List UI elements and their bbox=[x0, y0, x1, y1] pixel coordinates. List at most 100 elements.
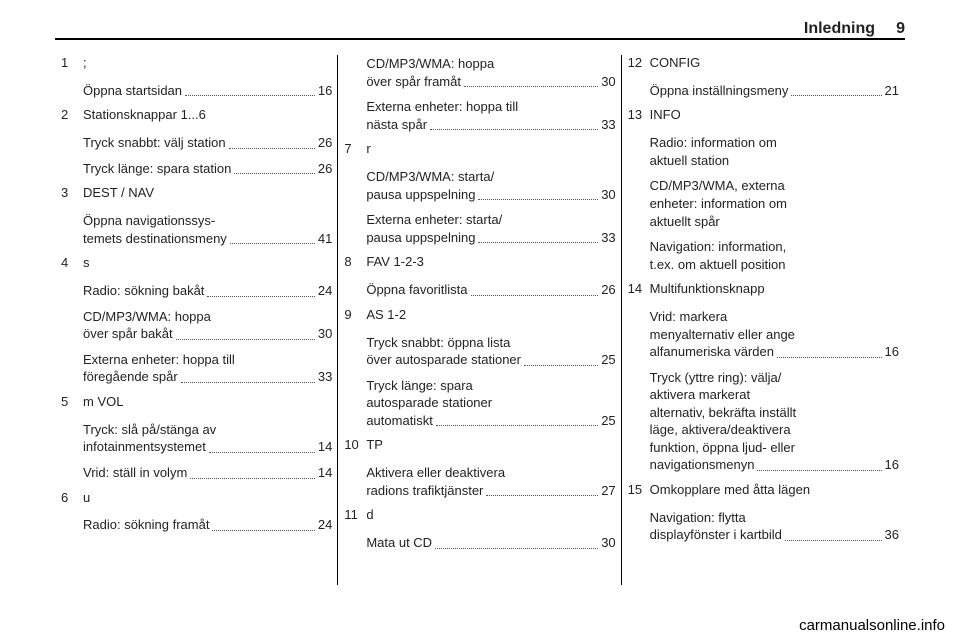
sub-text-line-with-page: över spår framåt30 bbox=[366, 73, 615, 91]
column: CD/MP3/WMA: hoppaöver spår framåt30 Exter… bbox=[338, 55, 621, 585]
entry-number: 4 bbox=[61, 255, 83, 270]
sub-page-ref: 26 bbox=[318, 134, 332, 152]
leader-dots bbox=[230, 243, 315, 244]
sub-entry: CD/MP3/WMA: hoppaöver spår bakåt30 bbox=[83, 308, 332, 343]
index-entry: 8FAV 1-2-3 bbox=[344, 254, 615, 275]
entry-body: d bbox=[366, 507, 615, 528]
index-entry: 10TP bbox=[344, 437, 615, 458]
sub-page-ref: 14 bbox=[318, 438, 332, 456]
sub-entry: Tryck: slå på/stänga avinfotainmentsyste… bbox=[83, 421, 332, 456]
footer-watermark: carmanualsonline.info bbox=[799, 617, 945, 634]
sub-text: alfanumeriska värden bbox=[650, 343, 774, 361]
leader-dots bbox=[176, 339, 315, 340]
sub-entry: Öppna inställningsmeny21 bbox=[650, 82, 899, 100]
entry-label: d bbox=[366, 507, 615, 524]
sub-entry: Radio: sökning bakåt 24 bbox=[83, 282, 332, 300]
content-columns: 1;Öppna startsidan162Stationsknappar 1..… bbox=[55, 55, 905, 585]
entry-number: 6 bbox=[61, 490, 83, 505]
sub-text: Tryck snabbt: välj station bbox=[83, 134, 226, 152]
sub-text-line-with-page: Öppna inställningsmeny21 bbox=[650, 82, 899, 100]
sub-entry: Öppna startsidan16 bbox=[83, 82, 332, 100]
sub-entry: Externa enheter: hoppa tillnästa spår33 bbox=[366, 98, 615, 133]
leader-dots bbox=[777, 357, 882, 358]
sub-text: automatiskt bbox=[366, 412, 432, 430]
leader-dots bbox=[181, 382, 315, 383]
entry-number: 11 bbox=[344, 507, 366, 522]
sub-page-ref: 30 bbox=[601, 73, 615, 91]
leader-dots bbox=[430, 129, 598, 130]
sub-text-line-with-page: Radio: sökning framåt24 bbox=[83, 516, 332, 534]
sub-page-ref: 30 bbox=[601, 534, 615, 552]
sub-entry: Externa enheter: hoppa tillföregående sp… bbox=[83, 351, 332, 386]
sub-text-line-with-page: automatiskt 25 bbox=[366, 412, 615, 430]
leader-dots bbox=[209, 452, 315, 453]
entry-body: INFO bbox=[650, 107, 899, 128]
entry-number: 10 bbox=[344, 437, 366, 452]
index-entry: 13INFO bbox=[628, 107, 899, 128]
sub-text: över autosparade stationer bbox=[366, 351, 521, 369]
sub-page-ref: 16 bbox=[885, 343, 899, 361]
sub-text-line-with-page: infotainmentsystemet 14 bbox=[83, 438, 332, 456]
leader-dots bbox=[229, 148, 315, 149]
entry-number: 8 bbox=[344, 254, 366, 269]
entry-label: u bbox=[83, 490, 332, 507]
sub-entry: Mata ut CD 30 bbox=[366, 534, 615, 552]
sub-text: Tryck länge: spara station bbox=[83, 160, 231, 178]
entry-label: CONFIG bbox=[650, 55, 899, 72]
sub-text-line-with-page: nästa spår33 bbox=[366, 116, 615, 134]
sub-text-line: CD/MP3/WMA: hoppa bbox=[83, 308, 332, 326]
sub-text: Mata ut CD bbox=[366, 534, 432, 552]
sub-page-ref: 30 bbox=[318, 325, 332, 343]
sub-page-ref: 24 bbox=[318, 282, 332, 300]
leader-dots bbox=[435, 548, 598, 549]
sub-text: displayfönster i kartbild bbox=[650, 526, 782, 544]
sub-entry: Navigation: information,t.ex. om aktuell… bbox=[650, 238, 899, 273]
leader-dots bbox=[234, 173, 314, 174]
sub-page-ref: 25 bbox=[601, 412, 615, 430]
sub-entry: Tryck snabbt: välj station 26 bbox=[83, 134, 332, 152]
sub-entry: Aktivera eller deaktiveraradions trafikt… bbox=[366, 464, 615, 499]
entry-number: 13 bbox=[628, 107, 650, 122]
entry-label: TP bbox=[366, 437, 615, 454]
sub-text: nästa spår bbox=[366, 116, 427, 134]
sub-text-line: Vrid: markera bbox=[650, 308, 899, 326]
sub-text-line-with-page: Mata ut CD 30 bbox=[366, 534, 615, 552]
sub-text-line: Aktivera eller deaktivera bbox=[366, 464, 615, 482]
sub-entry: Radio: information omaktuell station bbox=[650, 134, 899, 169]
sub-text-line: menyalternativ eller ange bbox=[650, 326, 899, 344]
sub-page-ref: 14 bbox=[318, 464, 332, 482]
sub-text: infotainmentsystemet bbox=[83, 438, 206, 456]
entry-label: AS 1-2 bbox=[366, 307, 615, 324]
sub-text-line-with-page: pausa uppspelning33 bbox=[366, 229, 615, 247]
footer-domain: carmanualsonline.info bbox=[799, 617, 945, 634]
sub-page-ref: 16 bbox=[318, 82, 332, 100]
column: 12CONFIGÖppna inställningsmeny2113INFORa… bbox=[622, 55, 905, 585]
sub-text: navigationsmenyn bbox=[650, 456, 755, 474]
entry-label: Stationsknappar 1...6 bbox=[83, 107, 332, 124]
sub-text: Radio: sökning bakåt bbox=[83, 282, 204, 300]
sub-entry: Vrid: markeramenyalternativ eller angeal… bbox=[650, 308, 899, 361]
entry-label: m VOL bbox=[83, 394, 332, 411]
sub-text-line: aktuellt spår bbox=[650, 213, 899, 231]
sub-entry: CD/MP3/WMA: hoppaöver spår framåt30 bbox=[366, 55, 615, 90]
sub-text-line: CD/MP3/WMA: starta/ bbox=[366, 168, 615, 186]
sub-text: pausa uppspelning bbox=[366, 229, 475, 247]
sub-entry: Externa enheter: starta/pausa uppspelnin… bbox=[366, 211, 615, 246]
sub-page-ref: 36 bbox=[885, 526, 899, 544]
sub-text-line-with-page: Radio: sökning bakåt 24 bbox=[83, 282, 332, 300]
sub-text-line: Externa enheter: hoppa till bbox=[366, 98, 615, 116]
entry-number: 15 bbox=[628, 482, 650, 497]
entry-number: 12 bbox=[628, 55, 650, 70]
sub-text: temets destinationsmeny bbox=[83, 230, 227, 248]
entry-label: ; bbox=[83, 55, 332, 72]
index-entry: 9AS 1-2 bbox=[344, 307, 615, 328]
entry-body: u bbox=[83, 490, 332, 511]
entry-label: r bbox=[366, 141, 615, 158]
sub-text-line-with-page: Tryck länge: spara station26 bbox=[83, 160, 332, 178]
sub-text-line-with-page: Öppna startsidan16 bbox=[83, 82, 332, 100]
entry-number: 14 bbox=[628, 281, 650, 296]
sub-text-line-with-page: pausa uppspelning30 bbox=[366, 186, 615, 204]
index-entry: 14Multifunktionsknapp bbox=[628, 281, 899, 302]
sub-page-ref: 26 bbox=[601, 281, 615, 299]
sub-page-ref: 41 bbox=[318, 230, 332, 248]
